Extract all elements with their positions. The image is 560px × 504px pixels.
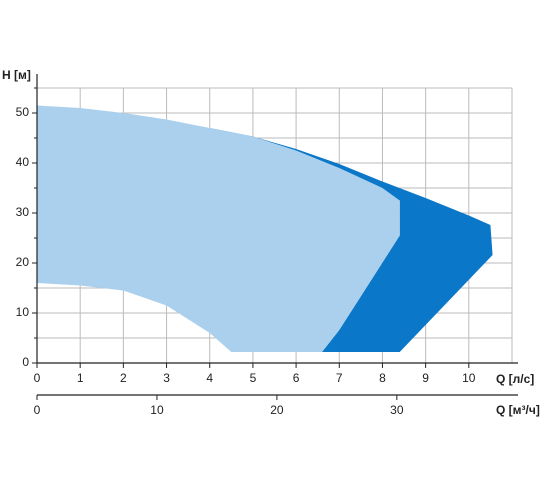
x-tick-label: 0	[34, 371, 41, 385]
x-tick-label: 7	[336, 371, 343, 385]
x-tick-label: 4	[206, 371, 213, 385]
x-axis-label: Q [л/с]	[496, 372, 534, 386]
x2-tick-label: 20	[270, 403, 284, 417]
y-tick-label: 40	[16, 155, 30, 169]
x-tick-label: 9	[422, 371, 429, 385]
y-tick-label: 50	[16, 105, 30, 119]
y-tick-label: 20	[16, 255, 30, 269]
x-tick-label: 2	[120, 371, 127, 385]
x2-tick-label: 30	[390, 403, 404, 417]
x2-tick-label: 0	[34, 403, 41, 417]
x-tick-label: 6	[293, 371, 300, 385]
x-tick-label: 10	[462, 371, 476, 385]
x-tick-label: 1	[77, 371, 84, 385]
x-tick-label: 3	[163, 371, 170, 385]
x2-axis-label: Q [м³/ч]	[496, 403, 540, 417]
y-tick-label: 10	[16, 305, 30, 319]
area	[209, 128, 493, 352]
area	[37, 105, 400, 352]
x2-tick-label: 10	[150, 403, 164, 417]
x-tick-label: 8	[379, 371, 386, 385]
y-axis-label: H [м]	[2, 68, 31, 82]
y-tick-label: 30	[16, 205, 30, 219]
y-tick-label: 0	[22, 355, 29, 369]
x-tick-label: 5	[250, 371, 257, 385]
